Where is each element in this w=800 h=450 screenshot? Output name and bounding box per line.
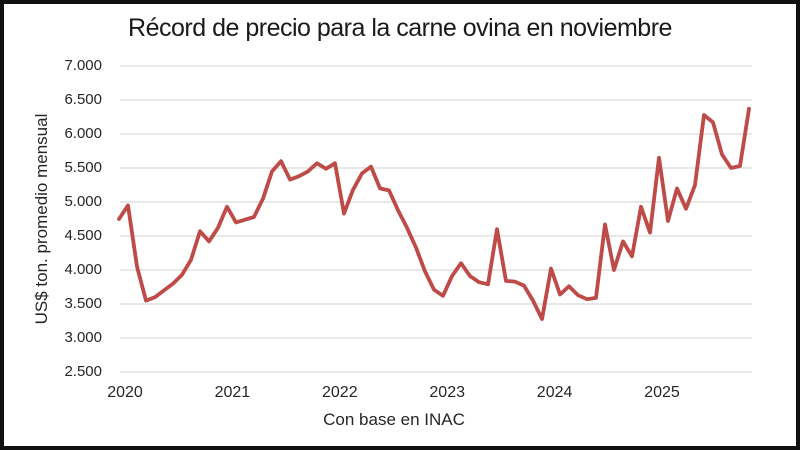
y-tick-label: 6.500 [64,91,102,108]
x-axis-caption: Con base en INAC [323,410,465,429]
chart-title: Récord de precio para la carne ovina en … [128,14,672,42]
y-tick-label: 4.000 [64,261,102,278]
x-tick-label: 2021 [214,384,251,401]
x-tick-label: 2022 [322,384,358,401]
x-tick-label: 2023 [429,384,465,401]
y-axis-title: US$ ton. promedio mensual [32,113,51,325]
price-line-series [117,106,751,321]
plot-area [117,65,752,373]
x-tick-label: 2020 [107,384,143,401]
y-tick-label: 3.000 [64,329,102,346]
y-tick-label: 5.000 [64,193,102,210]
y-tick-label: 2.500 [64,363,102,380]
y-tick-label: 7.000 [64,57,102,74]
y-tick-label: 3.500 [64,295,102,312]
y-tick-label: 6.000 [64,125,102,142]
x-tick-label: 2025 [644,384,680,401]
x-tick-label: 2024 [536,384,573,401]
y-tick-label: 5.500 [64,159,102,176]
y-tick-label: 4.500 [64,227,102,244]
